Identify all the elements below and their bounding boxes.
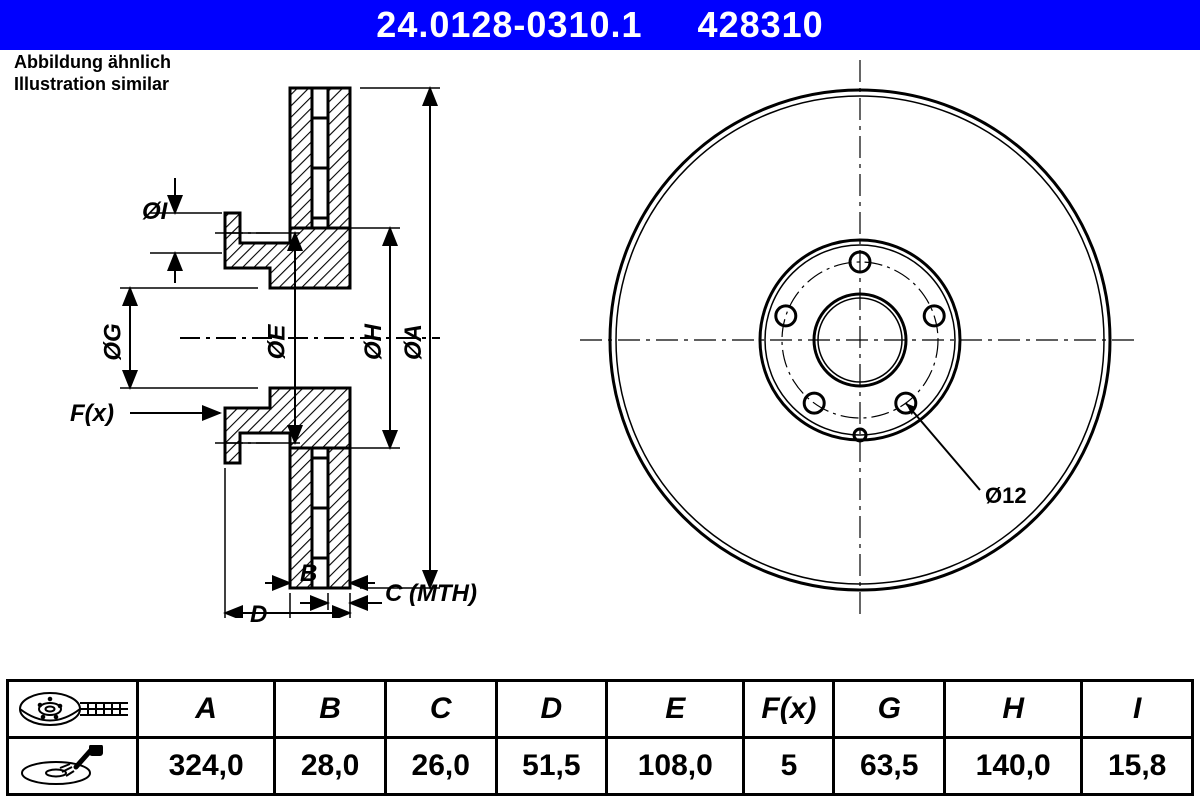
- label-D: D: [250, 601, 267, 629]
- hdr-B: B: [275, 681, 386, 738]
- part-number-2: 428310: [698, 4, 824, 45]
- spray-coating-icon: [14, 745, 132, 787]
- rotor-iso-icon: [14, 688, 132, 730]
- spray-icon-cell: [8, 738, 138, 795]
- label-bolt-dia: Ø12: [985, 483, 1027, 509]
- val-Fx: 5: [744, 738, 834, 795]
- val-A: 324,0: [138, 738, 275, 795]
- hdr-H: H: [945, 681, 1082, 738]
- hdr-A: A: [138, 681, 275, 738]
- hdr-G: G: [834, 681, 945, 738]
- front-view-svg: [580, 60, 1140, 620]
- hdr-E: E: [607, 681, 744, 738]
- label-B: B: [300, 560, 317, 588]
- hdr-C: C: [385, 681, 496, 738]
- rotor-iso-icon-cell: [8, 681, 138, 738]
- label-diaH: ØH: [360, 324, 388, 360]
- hdr-I: I: [1082, 681, 1193, 738]
- table-row: A B C D E F(x) G H I: [8, 681, 1193, 738]
- label-Fx: F(x): [70, 400, 114, 428]
- header-bar: 24.0128-0310.1 428310: [0, 0, 1200, 50]
- val-E: 108,0: [607, 738, 744, 795]
- label-diaA: ØA: [400, 324, 428, 360]
- val-I: 15,8: [1082, 738, 1193, 795]
- technical-drawing: ØI ØG ØE ØH ØA F(x) B D C (MTH) Ø12: [0, 48, 1200, 648]
- val-B: 28,0: [275, 738, 386, 795]
- label-diaE: ØE: [263, 325, 291, 360]
- hdr-D: D: [496, 681, 607, 738]
- val-D: 51,5: [496, 738, 607, 795]
- label-C-MTH: C (MTH): [385, 580, 477, 607]
- dimension-table-final: A B C D E F(x) G H I 324,0 28,0 26,0 5: [6, 679, 1194, 796]
- label-diaG: ØG: [100, 323, 128, 360]
- part-number-1: 24.0128-0310.1: [376, 4, 642, 45]
- hdr-Fx: F(x): [744, 681, 834, 738]
- val-C: 26,0: [385, 738, 496, 795]
- label-diaI: ØI: [142, 198, 167, 226]
- table-row: 324,0 28,0 26,0 51,5 108,0 5 63,5 140,0 …: [8, 738, 1193, 795]
- val-G: 63,5: [834, 738, 945, 795]
- val-H: 140,0: [945, 738, 1082, 795]
